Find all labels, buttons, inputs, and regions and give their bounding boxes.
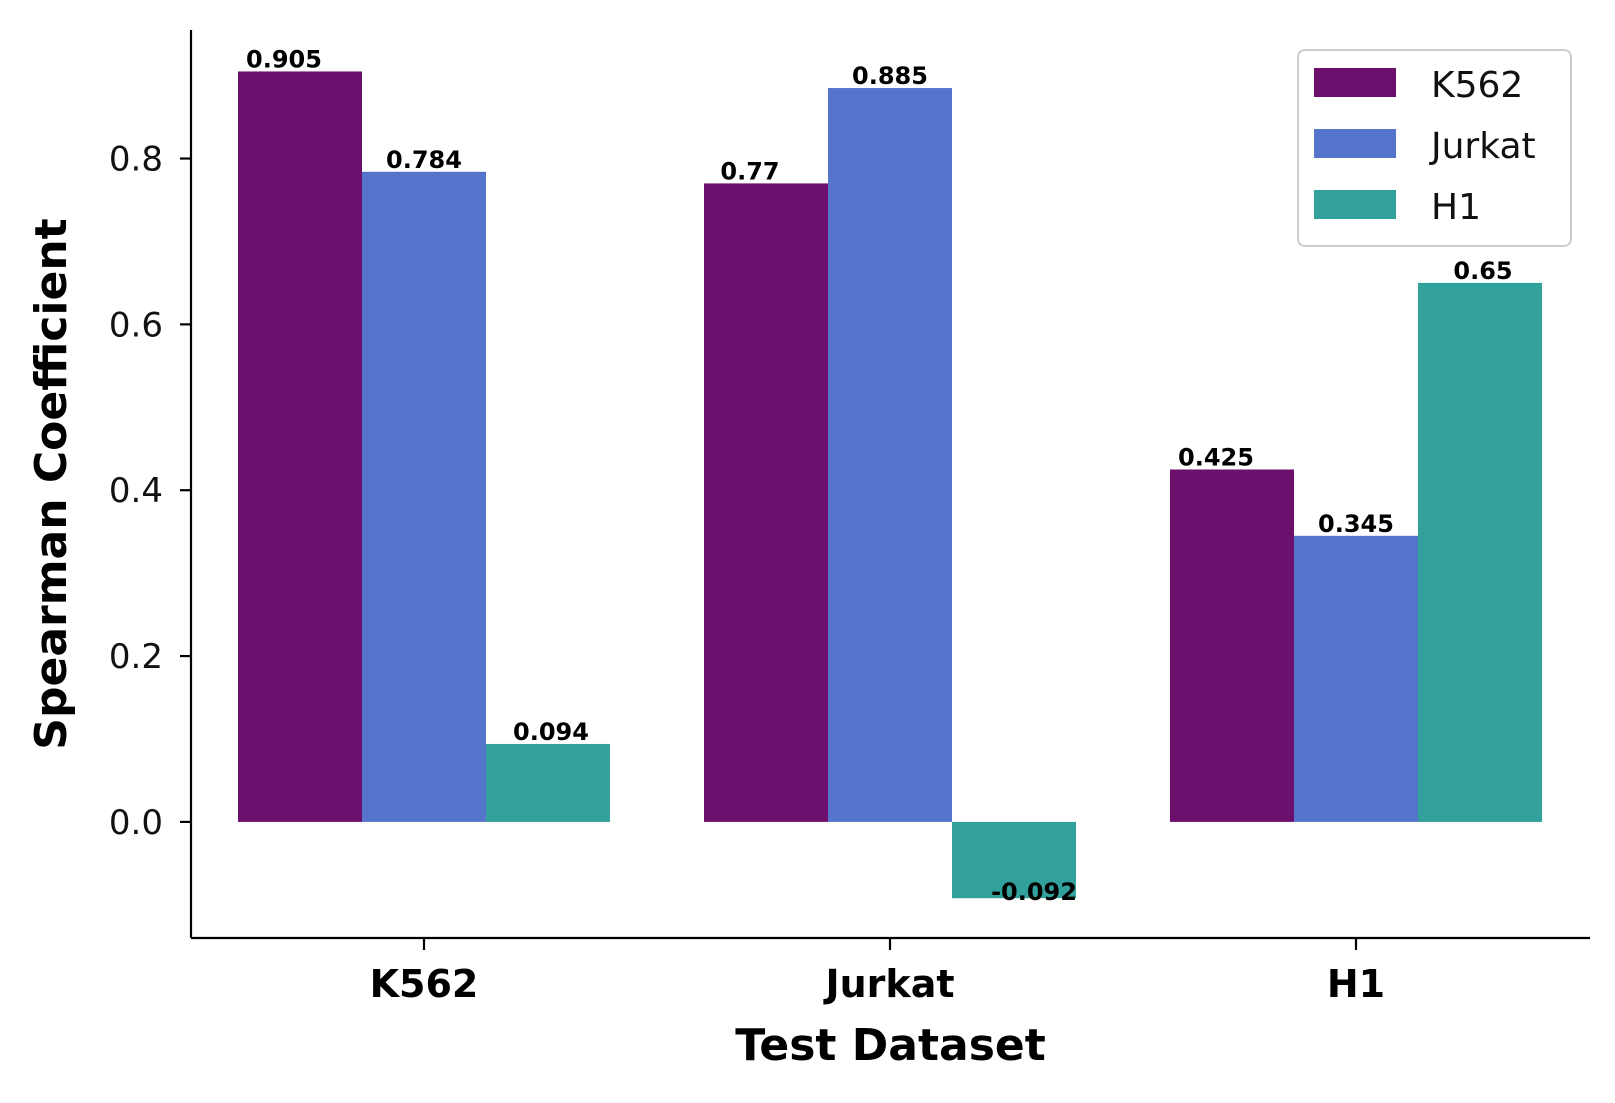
value-label-jurkat-k562: 0.77 (720, 157, 779, 185)
value-label-jurkat-h1: -0.092 (991, 878, 1077, 906)
legend-swatch-jurkat (1314, 129, 1396, 158)
x-tick-label-jurkat: Jurkat (822, 962, 954, 1006)
value-label-k562-jurkat: 0.784 (386, 146, 462, 174)
x-tick-label-k562: K562 (370, 962, 479, 1006)
value-label-k562-k562: 0.905 (246, 45, 322, 73)
value-label-jurkat-jurkat: 0.885 (852, 62, 928, 90)
legend-swatch-k562 (1314, 68, 1396, 97)
bar-k562-k562 (238, 71, 362, 822)
x-axis-title: Test Dataset (735, 1020, 1046, 1071)
bar-jurkat-jurkat (828, 88, 952, 822)
legend-label-h1: H1 (1431, 187, 1481, 228)
y-axis-title: Spearman Coefficient (26, 218, 77, 749)
y-ticks-layer: 0.0 0.2 0.4 0.6 0.8 (109, 140, 191, 843)
x-tick-label-h1: H1 (1327, 962, 1385, 1006)
y-tick-label: 0.6 (109, 305, 163, 345)
bar-k562-h1 (486, 743, 610, 822)
bar-jurkat-h1 (952, 821, 1076, 899)
value-labels-layer: 0.905 0.784 0.094 0.77 0.885 -0.092 0.425 0.345… (246, 45, 1513, 906)
value-label-h1-jurkat: 0.345 (1318, 510, 1394, 538)
legend-label-k562: K562 (1431, 65, 1523, 106)
bar-h1-jurkat (1294, 535, 1418, 822)
bars-layer (238, 71, 1542, 899)
bar-h1-h1 (1418, 282, 1542, 822)
y-tick-label: 0.2 (109, 637, 163, 677)
bar-jurkat-k562 (704, 183, 828, 822)
bar-h1-k562 (1170, 469, 1294, 822)
y-tick-label: 0.8 (109, 140, 163, 180)
legend-swatch-h1 (1314, 190, 1396, 219)
value-label-h1-h1: 0.65 (1453, 257, 1512, 285)
value-label-k562-h1: 0.094 (513, 718, 589, 746)
legend-label-jurkat: Jurkat (1429, 126, 1536, 167)
x-ticks-layer: K562 Jurkat H1 (370, 938, 1385, 1006)
value-label-h1-k562: 0.425 (1178, 443, 1254, 471)
bar-k562-jurkat (362, 171, 486, 822)
y-tick-label: 0.0 (109, 803, 163, 843)
legend: K562 Jurkat H1 (1297, 49, 1572, 247)
y-tick-label: 0.4 (109, 471, 163, 511)
